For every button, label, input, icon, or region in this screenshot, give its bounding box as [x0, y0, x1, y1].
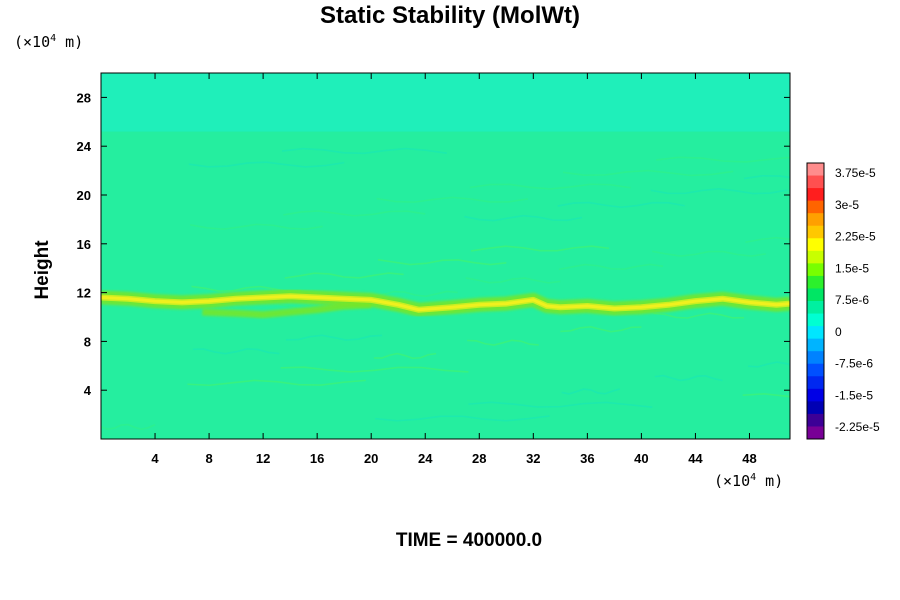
colorbar-swatch [807, 351, 824, 365]
texture-streak [283, 210, 426, 217]
texture-streak [560, 326, 642, 333]
texture-streak [464, 214, 583, 222]
texture-streak [469, 183, 631, 190]
x-tick-label: 36 [580, 451, 594, 466]
texture-streak [101, 423, 156, 431]
texture-streak [468, 401, 653, 409]
plot-frame [100, 72, 791, 440]
y-tick-label: 12 [77, 286, 91, 301]
texture-streak [190, 223, 323, 230]
texture-streak [652, 250, 766, 257]
texture-streak [562, 169, 734, 177]
texture-streak [650, 188, 788, 195]
y-tick-label: 20 [77, 188, 91, 203]
colorbar-swatch [807, 250, 824, 264]
time-label: TIME = 400000.0 [395, 530, 543, 551]
texture-streak [373, 352, 437, 360]
texture-streak [742, 393, 790, 398]
y-tick-label: 4 [84, 383, 92, 398]
texture-streak [471, 245, 610, 252]
colorbar-swatch [807, 401, 824, 415]
colorbar-swatch [807, 363, 824, 377]
texture-streak [743, 174, 790, 180]
texture-streak [656, 156, 790, 163]
y-axis-unit: (×104 m) [14, 33, 84, 51]
x-tick-label: 4 [151, 451, 159, 466]
colorbar-label: -7.5e-6 [835, 357, 873, 371]
texture-streak [561, 388, 621, 395]
x-tick-label: 48 [742, 451, 756, 466]
colorbar-swatch [807, 338, 824, 352]
y-tick-label: 28 [77, 90, 91, 105]
texture-streak [372, 290, 458, 298]
texture-streak [377, 258, 507, 266]
colorbar-label: 7.5e-6 [835, 293, 869, 307]
y-axis-ticks: 4 8 12 16 20 24 28 [77, 90, 790, 398]
chart-title: Static Stability (MolWt) [320, 2, 580, 29]
colorbar-swatch [807, 200, 824, 214]
texture-streak [557, 201, 685, 209]
texture-streak [188, 161, 345, 168]
x-tick-label: 44 [688, 451, 703, 466]
colorbar-swatch [807, 175, 824, 189]
colorbar-swatch [807, 275, 824, 289]
y-tick-label: 8 [84, 334, 91, 349]
texture-streak [467, 339, 539, 346]
y-tick-label: 24 [77, 139, 92, 154]
colorbar-label: 0 [835, 325, 842, 339]
colorbar-label: 3.75e-5 [835, 166, 876, 180]
texture-streak [748, 361, 790, 368]
colorbar-label: 1.5e-5 [835, 261, 869, 275]
colorbar-label: 2.25e-5 [835, 230, 876, 244]
x-tick-label: 40 [634, 451, 648, 466]
texture-streak [558, 263, 664, 271]
texture-streak [284, 272, 404, 279]
colorbar-swatch [807, 163, 824, 177]
colorbar-label: -2.25e-5 [835, 420, 880, 434]
y-tick-label: 16 [77, 237, 91, 252]
texture-streak [280, 366, 469, 373]
colorbar: 3.75e-5 3e-5 2.25e-5 1.5e-5 7.5e-6 0 -7.5e-6 -1… [806, 162, 880, 440]
colorbar-swatch [807, 188, 824, 202]
stability-band-core [101, 294, 790, 312]
colorbar-swatch [807, 313, 824, 327]
texture-streak [187, 379, 366, 387]
x-tick-label: 24 [418, 451, 433, 466]
colorbar-swatch [807, 213, 824, 227]
colorbar-swatch [807, 413, 824, 427]
x-tick-label: 12 [256, 451, 270, 466]
x-tick-label: 8 [205, 451, 212, 466]
texture-streak [654, 374, 723, 382]
texture-streak [286, 334, 383, 341]
x-tick-label: 16 [310, 451, 324, 466]
colorbar-swatch [807, 288, 824, 302]
stability-lower-branch [202, 301, 372, 319]
texture-streak [192, 348, 280, 355]
colorbar-swatch [807, 238, 824, 252]
texture-streak [281, 147, 447, 155]
texture-streak [653, 312, 745, 319]
texture-streak [745, 236, 790, 244]
colorbar-swatch [807, 376, 824, 390]
x-tick-label: 32 [526, 451, 540, 466]
colorbar-swatch [807, 301, 824, 315]
x-axis-ticks: 4 8 12 16 20 24 28 32 36 40 44 48 [151, 73, 757, 466]
colorbar-label: -1.5e-5 [835, 388, 873, 402]
x-tick-label: 28 [472, 451, 486, 466]
texture-streak [465, 277, 561, 284]
texture-streak [375, 415, 550, 422]
colorbar-swatch [807, 388, 824, 402]
x-axis-unit: (×104 m) [714, 472, 784, 490]
colorbar-frame [806, 162, 825, 440]
colorbar-swatch [807, 326, 824, 340]
plot-area [101, 73, 790, 439]
field-upper-layer [101, 73, 790, 132]
colorbar-swatch [807, 225, 824, 239]
colorbar-swatch [807, 263, 824, 277]
x-tick-label: 20 [364, 451, 378, 466]
colorbar-swatch [807, 426, 824, 440]
colorbar-label: 3e-5 [835, 198, 859, 212]
texture-streak [376, 196, 529, 203]
